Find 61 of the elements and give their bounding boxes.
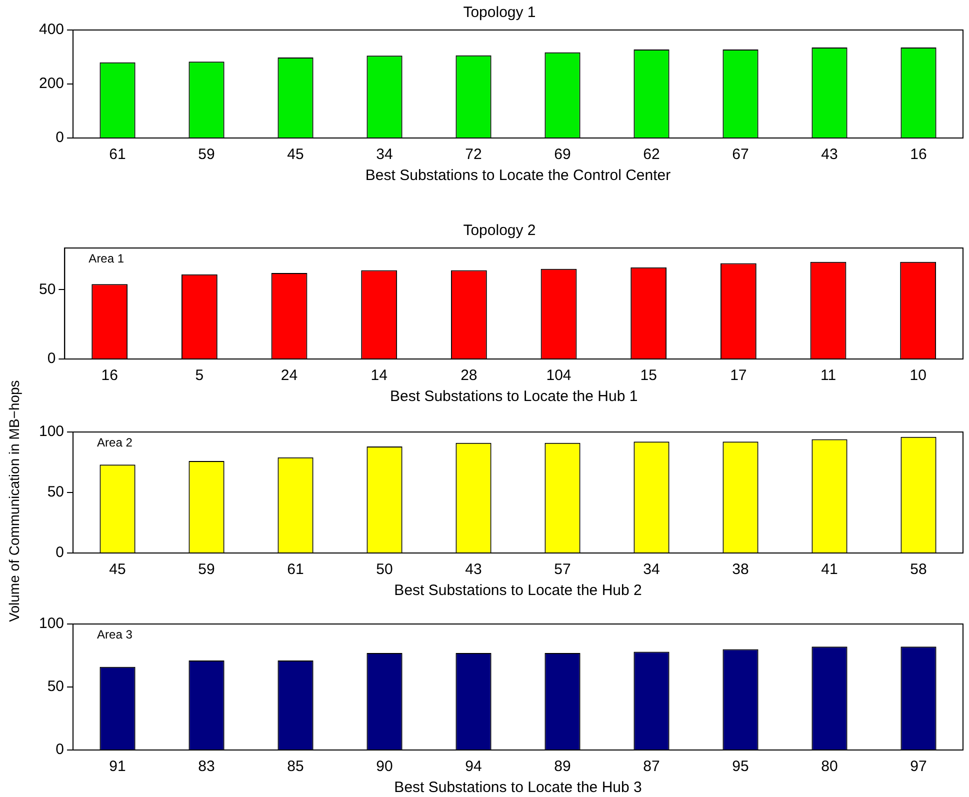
x-tick-label: 89 (554, 758, 571, 776)
x-tick-label: 97 (910, 758, 927, 776)
x-tick-label: 17 (730, 367, 747, 384)
x-tick-label: 61 (109, 146, 126, 164)
x-tick-label: 34 (643, 561, 660, 578)
y-axis-title: Volume of Communication in MB−hops (6, 380, 22, 622)
x-tick-label: 104 (546, 367, 572, 384)
annotation: Area 1 (88, 251, 124, 266)
x-tick-label: 69 (554, 146, 571, 164)
x-axis-title: Best Substations to Locate the Hub 3 (394, 779, 642, 796)
x-tick-label: 14 (370, 367, 388, 384)
y-tick-label: 0 (56, 741, 64, 758)
x-tick-label: 5 (195, 367, 204, 384)
x-tick-label: 57 (554, 561, 571, 578)
x-axis-title: Best Substations to Locate the Control Center (365, 167, 671, 184)
x-tick-label: 87 (643, 758, 660, 776)
x-tick-label: 61 (287, 561, 304, 578)
x-tick-label: 43 (465, 561, 482, 578)
x-tick-label: 10 (910, 367, 926, 384)
y-tick-label: 100 (38, 423, 64, 440)
chart-title: Topology 1 (463, 4, 536, 22)
x-tick-label: 91 (109, 758, 126, 776)
x-tick-label: 16 (101, 367, 118, 384)
annotation: Area 3 (97, 627, 133, 642)
x-tick-label: 28 (460, 367, 478, 384)
x-tick-label: 34 (376, 146, 393, 164)
y-tick-label: 0 (56, 129, 64, 146)
x-tick-label: 41 (821, 561, 838, 578)
y-tick-label: 400 (38, 21, 64, 38)
x-axis-title: Best Substations to Locate the Hub 1 (390, 388, 638, 406)
x-tick-label: 58 (910, 561, 927, 578)
x-tick-label: 85 (287, 758, 304, 776)
x-tick-label: 90 (376, 758, 393, 776)
x-tick-label: 24 (280, 367, 298, 384)
x-tick-label: 38 (732, 561, 749, 578)
y-tick-label: 50 (38, 280, 56, 298)
x-tick-label: 67 (732, 146, 749, 164)
annotation: Area 2 (97, 435, 133, 450)
x-tick-label: 45 (109, 561, 126, 578)
x-tick-label: 95 (732, 758, 749, 776)
x-tick-label: 83 (198, 758, 215, 776)
y-tick-label: 200 (38, 75, 64, 92)
y-tick-label: 50 (47, 484, 64, 501)
x-tick-label: 50 (376, 561, 393, 578)
x-tick-label: 94 (465, 758, 482, 776)
x-axis-title: Best Substations to Locate the Hub 2 (394, 582, 642, 600)
y-tick-label: 100 (38, 615, 64, 632)
x-tick-label: 72 (465, 146, 482, 164)
chart-title: Topology 2 (463, 222, 536, 240)
x-tick-label: 59 (198, 561, 215, 578)
y-tick-label: 50 (47, 678, 64, 696)
x-tick-label: 16 (910, 146, 927, 164)
x-tick-label: 59 (198, 146, 215, 164)
x-tick-label: 43 (821, 146, 838, 164)
y-tick-label: 0 (47, 350, 56, 368)
x-tick-label: 80 (821, 758, 838, 776)
y-tick-label: 0 (56, 544, 64, 562)
x-tick-label: 62 (643, 146, 660, 164)
x-tick-label: 45 (287, 146, 304, 164)
x-tick-label: 11 (820, 367, 836, 384)
x-tick-label: 15 (640, 367, 657, 384)
